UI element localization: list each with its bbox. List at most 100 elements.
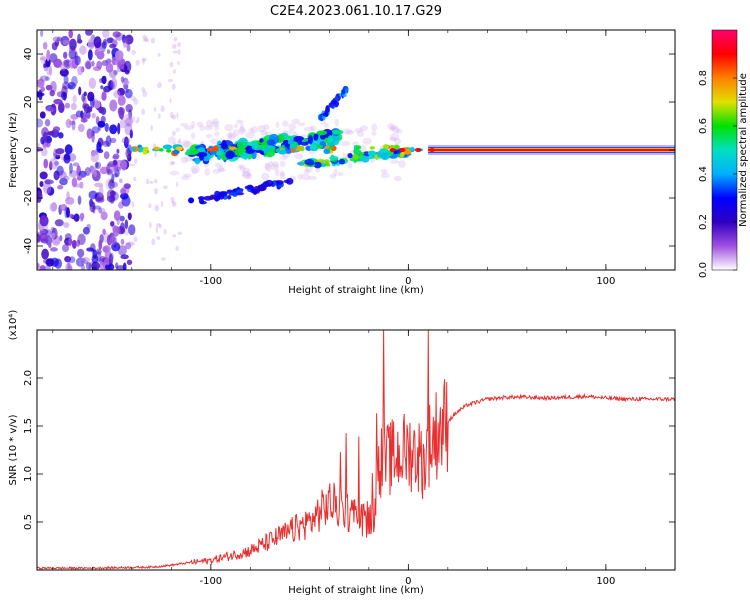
spectral-blob: [389, 144, 395, 149]
spectral-blob: [49, 65, 53, 76]
spectral-blob: [238, 127, 247, 135]
colorbar-tick-label: 0.0: [698, 262, 709, 278]
spectral-blob: [69, 256, 76, 264]
spectral-blob: [337, 171, 344, 177]
spectral-blob: [245, 132, 255, 139]
spectral-blob: [73, 213, 80, 222]
spectral-blob: [116, 167, 121, 172]
spectral-blob: [63, 175, 70, 181]
spectral-blob: [110, 77, 118, 90]
spectral-blob: [127, 212, 132, 221]
spectral-blob: [94, 161, 102, 170]
snr-frame: [36, 329, 676, 571]
spectral-blob: [226, 189, 233, 193]
spectral-blob: [238, 126, 246, 133]
spectral-blob: [257, 125, 266, 133]
snr-line: [37, 330, 675, 570]
spectral-blob: [172, 234, 177, 238]
spectral-blob: [116, 265, 126, 270]
spectral-blob: [101, 60, 108, 67]
spectral-blob: [239, 123, 244, 129]
spectral-blob: [66, 207, 70, 218]
spectral-blob: [72, 162, 80, 167]
spectral-blob: [102, 228, 106, 235]
spectral-blob: [101, 91, 107, 101]
spectral-blob: [144, 36, 148, 42]
spectral-blob: [226, 135, 236, 141]
spectral-blob: [182, 173, 192, 178]
spectral-blob: [347, 161, 353, 169]
spectral-blob: [40, 75, 49, 82]
spectral-blob: [68, 237, 73, 247]
spectral-blob: [86, 128, 93, 139]
spectrogram-marks: [37, 30, 675, 270]
snr-multiplier: (x10⁴): [8, 310, 19, 341]
spectral-blob: [194, 157, 201, 165]
spectral-blob: [388, 151, 393, 156]
spectral-blob: [171, 43, 177, 49]
spectrogram-xlabel: Height of straight line (km): [288, 285, 424, 296]
spectral-blob: [128, 109, 133, 120]
colorbar-tick-label: 0.6: [698, 118, 709, 134]
spectral-blob: [61, 244, 70, 253]
spectral-blob: [98, 185, 104, 198]
spectral-blob: [77, 248, 85, 258]
spectral-blob: [52, 126, 61, 132]
spectral-blob: [394, 175, 402, 182]
spectral-blob: [211, 118, 219, 125]
spectral-blob: [107, 49, 111, 54]
spectral-blob: [49, 161, 53, 171]
colorbar-label: Normalized spectral amplitude: [738, 73, 749, 227]
spectral-blob: [83, 91, 87, 97]
spectral-blob: [37, 233, 41, 243]
spectrogram-ytick-label: 0: [23, 147, 34, 153]
spectral-blob: [355, 145, 362, 150]
spectral-blob: [135, 59, 140, 66]
spectral-blob: [233, 123, 239, 129]
spectral-blob: [166, 148, 172, 153]
spectral-blob: [154, 204, 160, 212]
spectral-blob: [214, 125, 219, 131]
spectral-blob: [117, 58, 126, 70]
spectral-blob: [248, 127, 254, 134]
spectral-blob: [228, 131, 233, 139]
spectral-blob: [177, 60, 180, 65]
spectral-blob: [190, 120, 196, 129]
spectral-blob: [142, 90, 148, 98]
spectral-blob: [278, 149, 287, 155]
spectral-blob: [168, 136, 177, 144]
spectral-blob: [77, 66, 84, 76]
spectral-blob: [86, 106, 93, 113]
spectral-blob: [266, 139, 276, 146]
spectral-blob: [69, 213, 75, 219]
spectral-blob: [63, 75, 69, 84]
spectral-blob: [313, 133, 319, 141]
spectral-blob: [103, 151, 110, 160]
spectral-blob: [91, 112, 96, 119]
spectral-blob: [245, 173, 253, 180]
spectral-blob: [183, 125, 194, 131]
spectral-blob: [45, 58, 51, 68]
spectral-blob: [324, 145, 330, 149]
spectral-blob: [39, 111, 46, 119]
spectral-blob: [338, 158, 346, 165]
spectral-blob: [130, 95, 136, 102]
spectral-blob: [154, 151, 157, 158]
spectral-blob: [242, 167, 251, 174]
spectral-blob: [125, 117, 133, 127]
spectral-blob: [120, 76, 125, 83]
spectral-blob: [158, 113, 161, 119]
spectral-blob: [63, 222, 70, 229]
spectral-blob: [126, 241, 135, 247]
spectral-blob: [82, 226, 90, 235]
spectral-blob: [389, 124, 399, 130]
spectral-blob: [395, 128, 403, 134]
spectral-blob: [221, 139, 227, 150]
spectral-blob: [103, 38, 107, 46]
spectral-blob: [109, 43, 117, 49]
spectral-blob: [381, 168, 388, 174]
spectral-blob: [325, 105, 330, 113]
spectral-blob: [37, 118, 44, 128]
spectral-blob: [257, 184, 266, 188]
spectral-blob: [124, 219, 129, 230]
